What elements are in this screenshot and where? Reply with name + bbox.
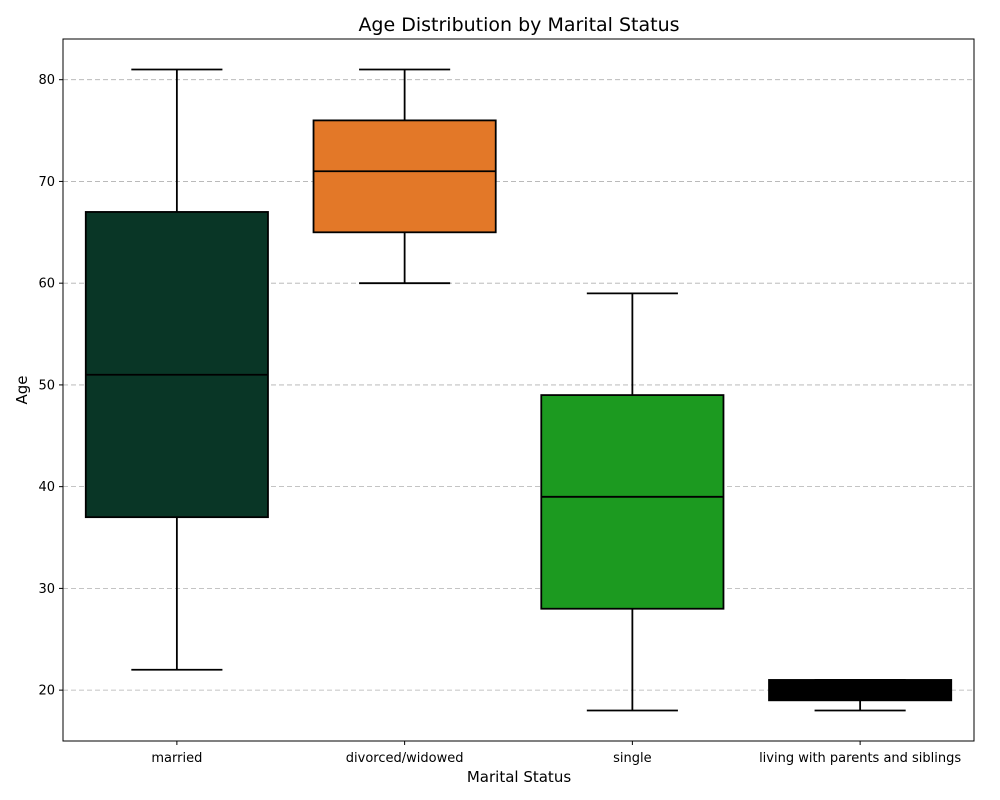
plot-frame — [62, 38, 975, 742]
y-tick-label: 20 — [38, 684, 55, 699]
x-tick-label: living with parents and siblings — [759, 751, 961, 766]
iqr-box — [312, 119, 497, 234]
x-axis-label: Marital Status — [467, 768, 571, 786]
iqr-box — [540, 394, 725, 610]
y-tick-label: 60 — [38, 277, 55, 292]
boxes — [84, 68, 953, 712]
y-tick-label: 70 — [38, 175, 55, 190]
box-group — [540, 292, 725, 712]
y-tick-label: 50 — [38, 378, 55, 393]
iqr-box — [84, 211, 269, 519]
box-group — [768, 679, 953, 712]
y-tick-label: 80 — [38, 73, 55, 88]
y-axis-label: Age — [13, 375, 31, 404]
box-group — [84, 68, 269, 671]
y-tick-label: 30 — [38, 582, 55, 597]
y-tick-label: 40 — [38, 480, 55, 495]
y-ticks: 20 30 40 50 60 70 80 — [38, 73, 63, 699]
x-tick-label: divorced/widowed — [346, 751, 464, 766]
x-tick-label: married — [151, 751, 202, 766]
chart-title: Age Distribution by Marital Status — [358, 14, 679, 36]
x-ticks: married divorced/widowed single living with… — [151, 741, 961, 766]
box-group — [312, 68, 497, 285]
x-tick-label: single — [613, 751, 652, 766]
